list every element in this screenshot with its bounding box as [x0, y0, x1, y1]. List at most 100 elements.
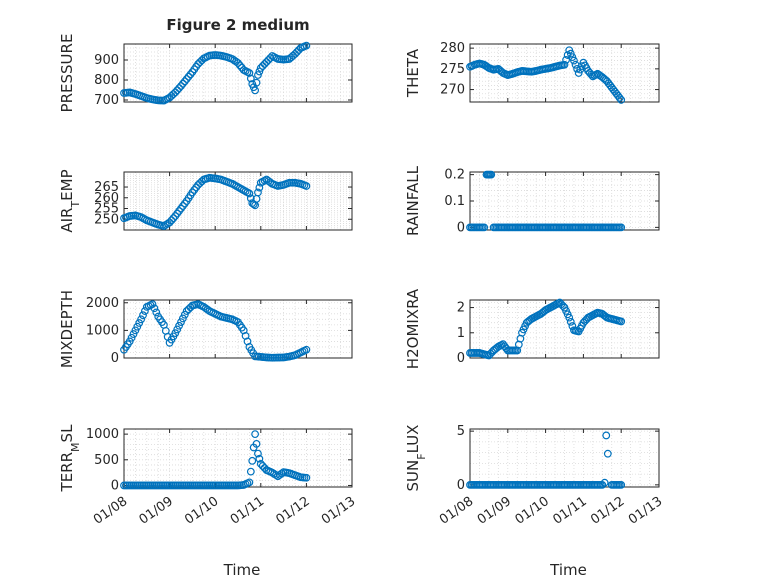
data-point — [254, 71, 262, 79]
data-point — [480, 223, 489, 232]
data-point — [565, 313, 574, 322]
x-tick-label: 01/09 — [137, 494, 176, 528]
data-point — [302, 345, 311, 354]
subplot-h2omixra: 0 1 2 H2OMIXRA — [404, 288, 660, 369]
grid-lines — [470, 172, 659, 230]
data-point — [175, 84, 184, 93]
data-point — [255, 183, 264, 192]
data-point — [245, 69, 254, 77]
data-point — [150, 304, 159, 313]
y-axis-label: SUNFLUX — [404, 425, 428, 492]
data-point — [302, 473, 311, 482]
data-point — [139, 311, 147, 320]
subplot-terr-msl: 0 500 1000 01/08 01/09 01/10 01/11 01/12 01/13 TE… — [58, 424, 358, 579]
y-tick-label: 275 — [440, 62, 465, 77]
data-point — [129, 330, 138, 338]
y-tick-label: 0 — [111, 351, 119, 366]
data-point — [602, 431, 611, 440]
data-point — [302, 41, 311, 50]
y-axis-label: RAINFALL — [404, 165, 422, 236]
data-point — [171, 88, 180, 97]
data-series — [120, 430, 311, 490]
y-tick-label: 260 — [94, 191, 119, 206]
y-tick-label: 0 — [457, 220, 465, 235]
data-point — [600, 478, 609, 487]
y-tick-label: 270 — [440, 83, 465, 98]
subplot-pressure: 700 800 900 PRESSURE Figure 2 medium — [58, 16, 353, 112]
data-point — [178, 314, 187, 323]
y-tick-label: 1000 — [86, 427, 119, 442]
data-point — [133, 322, 142, 331]
plot-area — [470, 172, 659, 230]
y-axis-label: THETA — [404, 48, 422, 98]
plot-area — [470, 429, 659, 487]
data-point — [140, 307, 149, 315]
y-tick-label: 2 — [457, 301, 465, 316]
data-point — [165, 218, 174, 227]
y-tick-label: 500 — [94, 453, 119, 468]
x-tick-label: 01/10 — [182, 494, 221, 528]
data-point — [603, 449, 612, 458]
y-tick-label: 700 — [94, 93, 119, 108]
data-point — [255, 67, 264, 76]
data-point — [615, 93, 624, 102]
data-point — [270, 469, 279, 478]
data-point — [169, 214, 178, 223]
data-point — [570, 56, 578, 65]
axes-box — [123, 299, 353, 359]
x-tick-label: 01/13 — [626, 494, 665, 528]
grid-lines — [124, 429, 352, 487]
data-point — [246, 74, 255, 83]
plot-area — [124, 429, 352, 487]
y-axis-label: AIRTEMP — [58, 169, 82, 232]
data-point — [177, 82, 185, 90]
subplot-mixdepth: 0 1000 2000 MIXDEPTH — [58, 290, 353, 368]
data-point — [254, 188, 262, 197]
data-point — [562, 55, 570, 64]
grid-lines — [124, 44, 352, 102]
axes-box — [123, 428, 353, 488]
data-point — [254, 449, 262, 458]
y-tick-label: 265 — [94, 180, 119, 195]
y-tick-label: 280 — [440, 41, 465, 56]
data-point — [252, 439, 261, 448]
x-tick-label: 01/11 — [228, 494, 267, 528]
data-point — [617, 317, 626, 326]
x-tick-label: 01/13 — [319, 494, 358, 528]
data-point — [268, 468, 277, 477]
data-point — [131, 326, 140, 335]
y-tick-label: 0 — [111, 478, 119, 493]
data-point — [560, 60, 569, 69]
data-point — [137, 315, 146, 324]
x-tick-label: 01/10 — [513, 494, 552, 528]
data-point — [255, 454, 264, 463]
data-point — [177, 318, 185, 326]
y-tick-label: 0 — [457, 351, 465, 366]
data-point — [245, 478, 254, 487]
data-point — [203, 305, 212, 314]
data-point — [127, 333, 136, 342]
data-point — [252, 78, 261, 87]
x-tick-label: 01/12 — [273, 494, 312, 528]
y-tick-label: 800 — [94, 73, 119, 88]
data-point — [180, 310, 189, 319]
data-point — [617, 223, 626, 232]
data-point — [302, 182, 311, 190]
data-point — [487, 170, 496, 179]
data-point — [125, 337, 134, 346]
data-series — [466, 431, 626, 489]
subplot-theta: 270 275 280 THETA — [404, 41, 660, 104]
data-point — [235, 61, 244, 70]
data-point — [152, 308, 161, 317]
data-series — [466, 46, 626, 104]
data-point — [178, 79, 187, 88]
y-axis-label: H2OMIXRA — [404, 288, 422, 369]
data-point — [173, 325, 182, 334]
plot-area — [124, 44, 352, 102]
data-point — [277, 469, 286, 478]
axes-box — [123, 171, 353, 231]
axes-box — [469, 299, 660, 359]
data-point — [186, 70, 195, 79]
y-tick-label: 250 — [94, 212, 119, 227]
